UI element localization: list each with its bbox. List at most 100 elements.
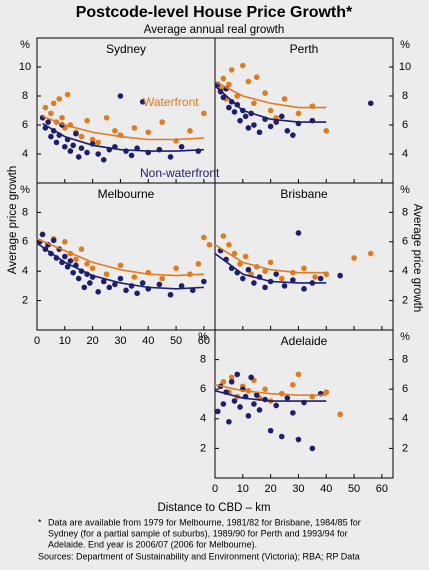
point [309,445,316,452]
point [226,81,232,88]
point [281,96,288,102]
point [245,266,252,273]
point [290,277,296,283]
y-tick-label: 10 [399,61,411,73]
point [231,109,238,115]
point [253,74,260,80]
point [290,410,296,416]
footnote-mark: * [38,517,42,527]
point [112,128,118,134]
point [70,269,76,276]
x-tick-label: 60 [198,335,210,347]
x-tick-label: 50 [348,483,360,495]
y-tick-label: 8 [402,354,408,366]
point [117,262,124,269]
point [95,151,101,157]
point [167,154,174,160]
point [267,259,274,266]
point [228,374,235,381]
point [50,237,57,244]
y-tick-label: 4 [402,148,408,160]
point [78,246,85,252]
y-tick-label: 2 [402,442,408,454]
point [62,239,68,245]
point [75,275,82,282]
trend-line [42,122,204,152]
point [159,275,165,282]
point [226,241,232,248]
point [317,275,324,282]
point [262,90,268,96]
point [173,265,179,272]
trend-line [214,80,327,109]
x-tick-label: 10 [237,483,249,495]
point [295,371,302,378]
point [228,67,235,73]
point [73,130,79,137]
point [78,145,85,151]
point [189,287,196,294]
trend-line [214,383,327,396]
x-tick-label: 30 [292,483,304,495]
point [201,278,207,285]
y-tick-label: 8 [402,206,408,218]
trend-line [214,389,327,402]
point [231,250,238,257]
trend-line [214,252,327,284]
point [262,386,268,393]
chart-title: Postcode-level House Price Growth* [76,4,353,21]
y-tick-label: 10 [19,61,31,73]
panel-frame [214,329,394,479]
trend-line [36,238,204,277]
point [56,96,63,102]
x-axis-label: Distance to CBD – km [157,502,270,514]
point [284,128,291,134]
point [131,274,138,280]
legend-label: Non-waterfront [140,166,220,180]
point [245,78,252,85]
y-unit: % [400,331,410,343]
x-tick-label: 0 [212,483,218,495]
y-tick-label: 4 [402,265,408,277]
point [295,110,302,117]
point [42,104,49,111]
sources: Sources: Department of Sustainability an… [38,551,360,561]
y-tick-label: 4 [402,413,408,425]
point [245,125,252,131]
point [220,379,227,385]
point [64,91,71,98]
point [226,104,232,111]
point [64,263,71,270]
y-unit: % [400,39,410,51]
point [100,157,107,163]
point [95,139,101,146]
y-tick-label: 8 [402,90,408,102]
point [62,253,68,260]
trend-line [42,115,204,141]
legend-label: Waterfront [143,95,199,109]
panel-title: Melbourne [98,187,155,201]
point [337,411,343,418]
point [139,99,146,105]
trend-line [214,85,327,123]
point [367,100,374,107]
point [220,401,227,407]
point [231,398,238,404]
point [240,275,246,282]
trend-line [214,244,327,274]
point [253,392,260,398]
y-tick-label: 4 [22,148,28,160]
point [256,129,263,136]
point [323,389,330,395]
point [145,129,152,136]
point [67,258,74,264]
point [139,280,146,286]
point [39,231,46,238]
point [367,250,374,257]
y-unit: % [198,331,208,343]
point [248,374,254,381]
point [84,117,90,124]
point [159,119,165,125]
point [117,93,124,99]
point [84,149,90,156]
